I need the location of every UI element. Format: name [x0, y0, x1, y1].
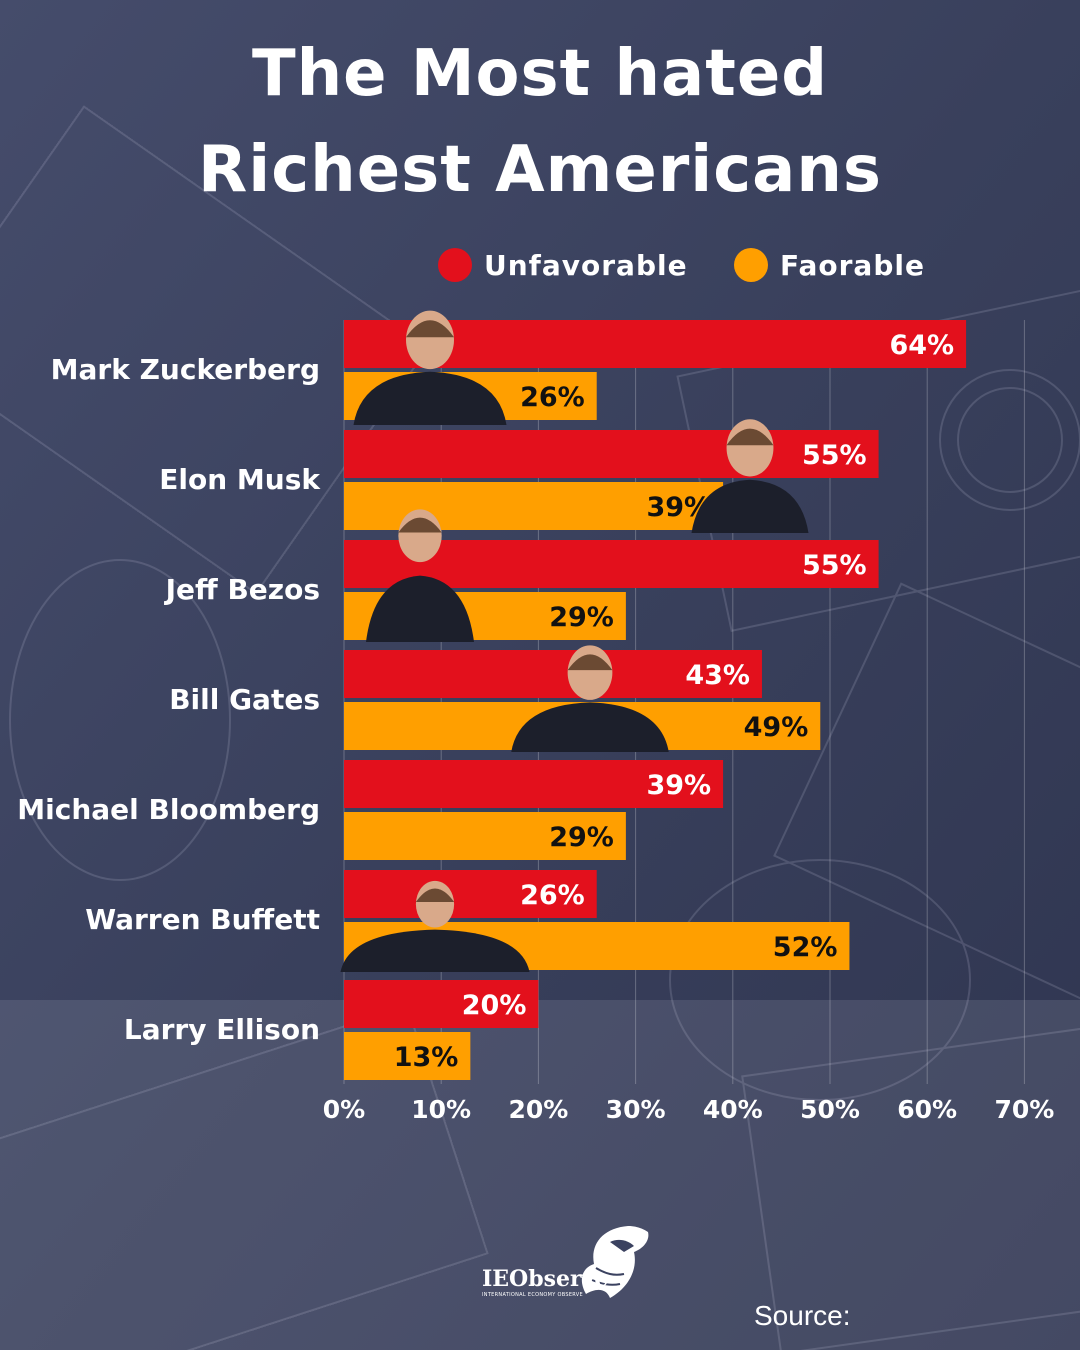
brand-name: IEObserve: [482, 1266, 609, 1292]
legend-unfavorable: Unfavorable: [438, 248, 688, 282]
x-tick-label: 30%: [606, 1095, 666, 1124]
ieobserve-logo: IEObserve INTERNATIONAL ECONOMY OBSERVE: [478, 1218, 668, 1308]
person-body: [353, 371, 507, 425]
bar-label-unfavorable: 43%: [685, 660, 750, 691]
person-hair: [406, 320, 454, 338]
legend-unfavorable-swatch: [438, 248, 472, 282]
person-hair: [398, 517, 442, 533]
zuckerberg-photo: [353, 310, 507, 425]
bar-unfavorable: [344, 430, 879, 478]
category-label: Michael Bloomberg: [17, 793, 320, 826]
bar-label-unfavorable: 55%: [802, 440, 867, 471]
bar-label-unfavorable: 64%: [889, 330, 954, 361]
bar-label-favorable: 13%: [394, 1042, 459, 1073]
x-tick-label: 60%: [897, 1095, 957, 1124]
bar-unfavorable: [344, 980, 539, 1028]
category-label: Jeff Bezos: [164, 573, 320, 606]
person-body: [691, 479, 809, 533]
bar-label-favorable: 52%: [773, 932, 838, 963]
legend-favorable-swatch: [734, 248, 768, 282]
person-hair: [415, 888, 455, 903]
person-face: [406, 310, 454, 370]
category-label: Mark Zuckerberg: [51, 353, 320, 386]
x-tick-label: 10%: [411, 1095, 471, 1124]
brand-subtitle: INTERNATIONAL ECONOMY OBSERVE: [482, 1292, 583, 1298]
legend-favorable-label: Faorable: [780, 248, 925, 282]
person-face: [415, 880, 455, 928]
x-tick-label: 70%: [994, 1095, 1054, 1124]
legend-favorable: Faorable: [734, 248, 925, 282]
bar-label-unfavorable: 55%: [802, 550, 867, 581]
category-label: Elon Musk: [159, 463, 321, 496]
person-hair: [726, 428, 774, 446]
bar-unfavorable: [344, 870, 597, 918]
person-body: [511, 702, 669, 752]
bar-favorable: [344, 812, 626, 860]
gates-photo: [511, 645, 669, 752]
buffett-photo: [340, 880, 530, 972]
eagle-icon: [581, 1226, 649, 1298]
bar-unfavorable: [344, 650, 762, 698]
bar-label-favorable: 49%: [744, 712, 809, 743]
category-label: Warren Buffett: [85, 903, 320, 936]
legend-unfavorable-label: Unfavorable: [484, 248, 688, 282]
x-tick-label: 20%: [508, 1095, 568, 1124]
bar-label-favorable: 26%: [520, 382, 585, 413]
source-label: Source:: [754, 1300, 851, 1331]
x-tick-label: 50%: [800, 1095, 860, 1124]
bar-label-unfavorable: 20%: [462, 990, 527, 1021]
bar-label-favorable: 29%: [549, 602, 614, 633]
bar-label-favorable: 29%: [549, 822, 614, 853]
person-body: [340, 929, 530, 972]
bar-unfavorable: [344, 760, 724, 808]
bar-label-unfavorable: 39%: [646, 770, 711, 801]
person-hair: [567, 654, 613, 671]
x-tick-label: 0%: [323, 1095, 365, 1124]
person-body: [366, 575, 474, 642]
musk-photo: [691, 419, 809, 533]
chart-title-line-2: Richest Americans: [198, 133, 882, 207]
chart-title-line-1: The Most hated: [251, 37, 829, 111]
person-face: [567, 645, 613, 700]
category-label: Larry Ellison: [124, 1013, 320, 1046]
category-label: Bill Gates: [169, 683, 320, 716]
bezos-photo: [366, 509, 474, 642]
x-tick-label: 40%: [703, 1095, 763, 1124]
bar-label-unfavorable: 26%: [520, 880, 585, 911]
person-face: [726, 419, 774, 477]
person-face: [398, 509, 442, 563]
bar-favorable: [344, 1032, 471, 1080]
